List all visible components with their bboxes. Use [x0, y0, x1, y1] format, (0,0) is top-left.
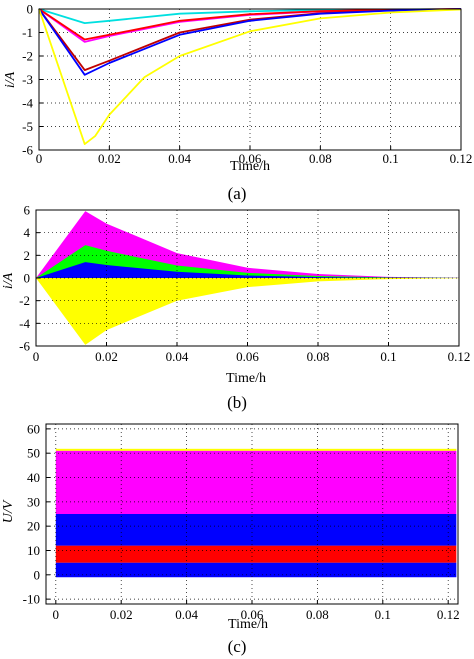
chart-b-area-2 — [36, 262, 459, 278]
chart-b-ytick-label-6: -6 — [19, 339, 30, 354]
chart-c-band-2 — [55, 514, 457, 546]
chart-a-ytick-label-4: -4 — [22, 96, 33, 111]
chart-b-area-3 — [36, 278, 459, 345]
chart-a-xtick-label-6: 0.12 — [450, 151, 473, 166]
chart-c-ytick-label-7: -10 — [23, 592, 40, 607]
chart-c-ytick-label-3: 30 — [27, 494, 40, 509]
chart-b-ticks: 0 0.02 0.04 0.06 0.08 0.1 0.12 6 4 2 0 -2 -4 -6 — [19, 203, 470, 365]
chart-c-ytick-label-6: 0 — [34, 567, 41, 582]
chart-c-series-group — [55, 448, 457, 578]
chart-a-ticks: 0 0.02 0.04 0.06 0.08 0.1 0.12 0 -1 -2 -3 -4 -5 -6 — [22, 2, 472, 167]
chart-a-ytick-label-3: -3 — [22, 72, 33, 87]
chart-a-plot-area — [39, 9, 461, 150]
chart-a-ytick-label-1: -1 — [22, 25, 33, 40]
chart-a-ylabel: i/A — [3, 71, 18, 88]
chart-a-ytick-label-0: 0 — [27, 2, 34, 17]
chart-b-xtick-label-4: 0.08 — [307, 349, 330, 364]
chart-c-xtick-label-2: 0.04 — [175, 607, 198, 622]
chart-a-xtick-label-0: 0 — [36, 151, 43, 166]
chart-b-ytick-label-5: -4 — [19, 316, 30, 331]
chart-a-series-5 — [38, 8, 462, 146]
chart-c-xtick-label-6: 0.12 — [437, 607, 460, 622]
chart-c-ylabel: U/V — [1, 499, 16, 523]
chart-c-band-0 — [55, 562, 457, 578]
chart-c-xtick-label-5: 0.1 — [375, 607, 391, 622]
chart-b-xtick-label-3: 0.06 — [236, 349, 259, 364]
chart-c-ytick-label-1: 50 — [27, 446, 40, 461]
chart-a-xlabel: Time/h — [230, 159, 270, 174]
chart-b-ytick-label-1: 4 — [24, 225, 31, 240]
chart-b-ytick-label-2: 2 — [24, 248, 31, 263]
chart-b: 0 0.02 0.04 0.06 0.08 0.1 0.12 6 4 2 0 -2 -4 -6 Time/… — [1, 203, 470, 413]
chart-c-xtick-label-4: 0.08 — [306, 607, 329, 622]
chart-a: 0 0.02 0.04 0.06 0.08 0.1 0.12 0 -1 -2 -3 -4 -5 -6 Ti… — [3, 2, 472, 204]
chart-a-panel-label: (a) — [228, 184, 247, 203]
chart-c-ticks: 0 0.02 0.04 0.06 0.08 0.1 0.12 60 50 40 30 20 10 0 -10 — [23, 421, 460, 622]
chart-a-xtick-label-4: 0.08 — [309, 151, 332, 166]
chart-c-ytick-label-5: 10 — [27, 543, 40, 558]
chart-a-xtick-label-5: 0.1 — [383, 151, 399, 166]
chart-c-band-4 — [55, 448, 457, 451]
chart-a-ytick-label-2: -2 — [22, 49, 33, 64]
chart-c-grid — [46, 424, 458, 604]
chart-a-series-2 — [38, 8, 462, 41]
chart-b-ytick-label-3: 0 — [24, 271, 31, 286]
chart-c-xtick-label-0: 0 — [53, 607, 60, 622]
chart-c-band-1 — [55, 545, 457, 563]
chart-a-ytick-label-6: -6 — [22, 143, 33, 158]
chart-b-xtick-label-2: 0.04 — [166, 349, 189, 364]
chart-a-xtick-label-2: 0.04 — [168, 151, 191, 166]
chart-c-xtick-label-1: 0.02 — [110, 607, 133, 622]
chart-b-xtick-label-0: 0 — [33, 349, 40, 364]
chart-c-ytick-label-4: 20 — [27, 519, 40, 534]
chart-a-xtick-label-1: 0.02 — [98, 151, 121, 166]
chart-b-xlabel: Time/h — [226, 371, 266, 386]
chart-b-xtick-label-6: 0.12 — [448, 349, 471, 364]
chart-b-ylabel: i/A — [1, 272, 16, 289]
chart-b-xtick-label-1: 0.02 — [95, 349, 118, 364]
chart-a-xtick-label-3: 0.06 — [239, 151, 262, 166]
chart-a-ytick-label-5: -5 — [22, 119, 33, 134]
chart-a-series-4 — [38, 8, 462, 76]
chart-c-ytick-label-2: 40 — [27, 470, 40, 485]
chart-b-xtick-label-5: 0.1 — [380, 349, 396, 364]
chart-c-xlabel: Time/h — [228, 617, 268, 632]
chart-c: 0 0.02 0.04 0.06 0.08 0.1 0.12 60 50 40 30 20 10 0 -10… — [1, 421, 460, 656]
chart-b-ytick-label-4: -2 — [19, 293, 30, 308]
chart-b-panel-label: (b) — [227, 393, 247, 412]
chart-c-panel-label: (c) — [228, 637, 247, 656]
chart-a-series-group — [38, 8, 462, 146]
chart-c-band-3 — [55, 450, 457, 514]
chart-b-ytick-label-0: 6 — [24, 203, 31, 218]
chart-b-grid — [36, 210, 459, 346]
chart-c-xtick-label-3: 0.06 — [241, 607, 264, 622]
chart-c-ytick-label-0: 60 — [27, 421, 40, 436]
chart-b-series-group — [36, 211, 459, 345]
